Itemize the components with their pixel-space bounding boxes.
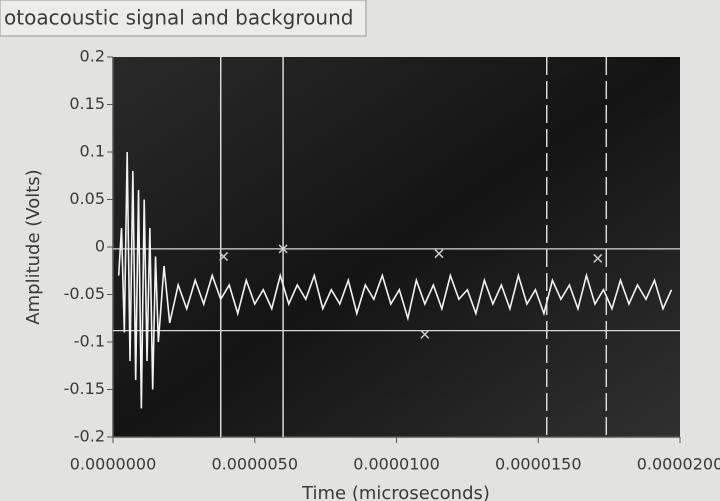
x-tick-label: 0.0000100 — [353, 455, 440, 474]
y-tick-label: -0.1 — [74, 332, 105, 351]
signal-line — [117, 151, 673, 409]
y-tick-label: -0.05 — [64, 284, 105, 303]
x-tick-label: 0.0000200 — [637, 455, 720, 474]
y-tick-label: 0.1 — [80, 142, 105, 161]
x-tick-label: 0.0000150 — [495, 455, 582, 474]
cursor-marker — [278, 244, 288, 254]
cursor-marker — [219, 251, 229, 262]
y-tick-label: -0.2 — [74, 427, 105, 446]
cursor-marker — [420, 329, 430, 339]
y-tick-label: -0.15 — [64, 379, 105, 398]
chart-title: otoacoustic signal and background — [4, 6, 353, 30]
x-tick-label: 0.0000000 — [70, 455, 157, 474]
y-tick-label: 0 — [95, 237, 105, 256]
cursor-marker — [434, 249, 444, 259]
title-box — [0, 0, 367, 37]
y-tick-label: 0.05 — [69, 189, 105, 208]
plot-area — [113, 57, 680, 437]
y-tick-label: 0.15 — [69, 94, 105, 113]
x-axis-label: Time (microseconds) — [301, 483, 490, 501]
x-tick-label: 0.0000050 — [211, 455, 298, 474]
cursor-marker — [593, 253, 603, 263]
y-axis-label: Amplitude (Volts) — [23, 169, 44, 324]
y-tick-label: 0.2 — [80, 47, 105, 66]
